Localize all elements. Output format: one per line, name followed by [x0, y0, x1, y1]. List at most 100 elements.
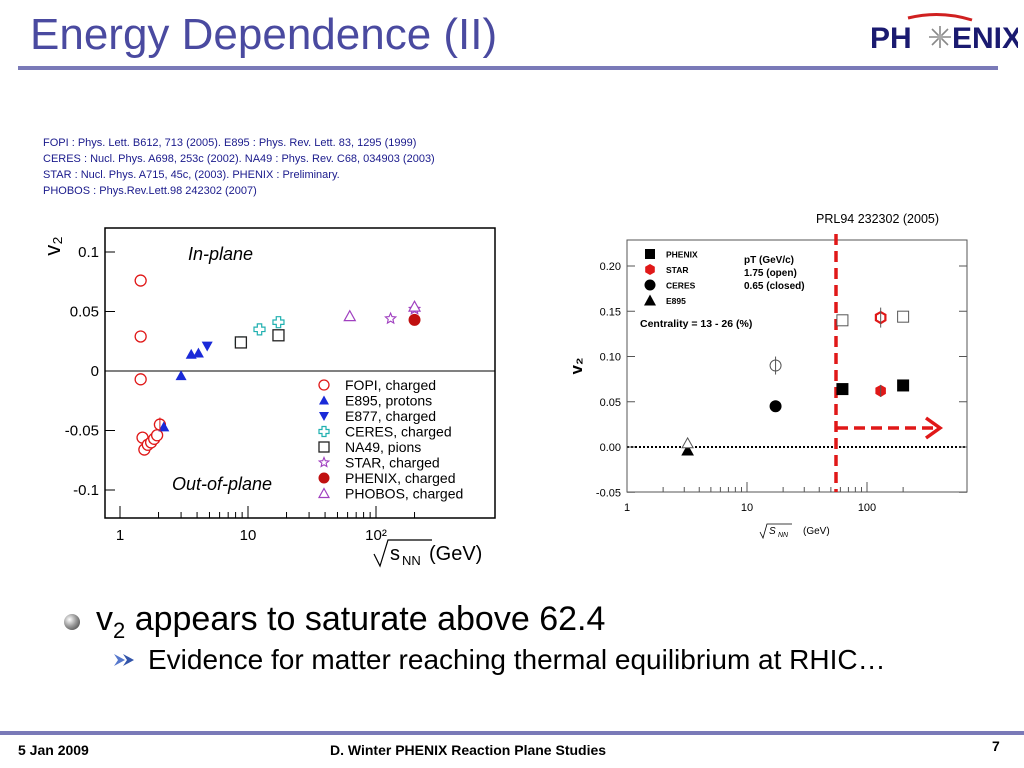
left-v2-energy-chart: 0.1 0.05 0 -0.05 -0.1 1 10 10² v₂ In-plane Out-…: [40, 227, 496, 568]
point-phenix-charged: [408, 313, 421, 326]
footer-date: 5 Jan 2009: [18, 742, 89, 758]
legend-label-star-charged: STAR, charged: [345, 455, 440, 471]
annotation-closed: 0.65 (closed): [744, 281, 805, 292]
x-axis-label: S NN (GeV): [759, 523, 830, 540]
legend-label-ceres: CERES: [666, 281, 696, 291]
point-ceres-closed: [769, 400, 782, 413]
y-tick-label: -0.05: [65, 423, 99, 440]
y-tick-label: 0.10: [600, 352, 621, 364]
point-star-charged: [384, 311, 398, 325]
x-tick-label: 100: [858, 502, 876, 514]
bullet-main: v2 appears to saturate above 62.4: [96, 600, 606, 643]
slide-title: Energy Dependence (II): [30, 10, 498, 59]
point-ceres-charged: [272, 316, 285, 329]
legend-label-fopi-charged: FOPI, charged: [345, 377, 436, 393]
right-v2-energy-chart: 0.20 0.15 0.10 0.05 0.00 -0.051 10 100 PHENIX ST…: [567, 234, 968, 540]
legend-marker-e895: [644, 294, 656, 306]
legend-marker-phenix-charged: [318, 472, 330, 484]
point-ceres-charged: [253, 323, 266, 336]
point-e895-protons: [158, 421, 170, 432]
bullet-sub: Evidence for matter reaching thermal equ…: [148, 644, 886, 675]
x-tick-label: 10: [240, 527, 257, 544]
point-e895-protons: [175, 370, 187, 381]
legend-label-ceres-charged: CERES, charged: [345, 424, 452, 440]
y-axis-label: v₂: [567, 357, 586, 374]
plot-frame: [626, 239, 968, 493]
bullet-sphere-icon: [64, 614, 80, 630]
legend-label-e877-charged: E877, charged: [345, 408, 436, 424]
svg-text:(GeV): (GeV): [429, 543, 482, 565]
y-tick-label: 0.15: [600, 306, 621, 318]
y-tick-label: 0.20: [600, 261, 621, 273]
legend-marker-e895-protons: [319, 395, 329, 405]
legend-marker-phenix: [645, 249, 655, 259]
legend-marker-e877-charged: [319, 412, 329, 421]
svg-text:NN: NN: [402, 553, 421, 568]
phenix-logo: PH ENIX: [870, 12, 1018, 55]
y-tick-label: 0.1: [78, 244, 99, 261]
reference-line: STAR : Nucl. Phys. A715, 45c, (2003). PH…: [43, 169, 340, 181]
point-fopi-charged: [134, 330, 147, 343]
legend-label-e895: E895: [666, 296, 686, 306]
svg-text:NN: NN: [778, 532, 789, 539]
footer-title: D. Winter PHENIX Reaction Plane Studies: [330, 742, 607, 758]
point-fopi-charged: [134, 274, 147, 287]
point-e877-charged: [201, 341, 213, 352]
legend-marker-ceres: [644, 279, 656, 291]
legend-marker-na49-pions: [318, 441, 330, 453]
red-dashed-arrow: [837, 416, 944, 440]
point-phenix-open: [836, 314, 849, 327]
x-tick-label: 1: [624, 502, 630, 514]
svg-text:s: s: [390, 543, 400, 565]
legend-marker-fopi-charged: [318, 379, 330, 391]
annotation-centrality: Centrality = 13 - 26 (%): [640, 318, 752, 330]
reference-line: FOPI : Phys. Lett. B612, 713 (2005). E89…: [43, 137, 417, 149]
legend-marker-ceres-charged: [318, 425, 330, 438]
point-phenix-open: [897, 310, 910, 323]
y-tick-label: 0: [91, 363, 99, 380]
legend-label-phenix-charged: PHENIX, charged: [345, 470, 456, 486]
annotation-open: 1.75 (open): [744, 268, 797, 279]
point-phenix-closed: [897, 379, 910, 392]
y-tick-label: 0.00: [600, 442, 621, 454]
legend-label-e895-protons: E895, protons: [345, 393, 432, 409]
svg-text:PH: PH: [870, 22, 912, 55]
y-tick-label: 0.05: [600, 397, 621, 409]
legend-marker-phobos-charged: [317, 487, 331, 499]
legend-label-star: STAR: [666, 265, 689, 275]
sub-bullet-arrow-icon: [114, 654, 134, 666]
page-number: 7: [992, 738, 1000, 754]
point-phobos-charged: [343, 309, 357, 322]
plot-frame: [104, 227, 496, 519]
point-phobos-charged: [408, 300, 422, 312]
references-block: FOPI : Phys. Lett. B612, 713 (2005). E89…: [43, 135, 435, 199]
point-phenix-closed: [836, 383, 849, 396]
annotation-out-of-plane: Out-of-plane: [172, 474, 272, 494]
point-fopi-charged: [134, 373, 147, 386]
y-tick-label: -0.1: [73, 482, 99, 499]
reference-line: PHOBOS : Phys.Rev.Lett.98 242302 (2007): [43, 185, 257, 197]
x-axis-label: s NN (GeV): [373, 539, 482, 568]
footer-rule: [0, 731, 1024, 735]
y-tick-label: -0.05: [596, 487, 621, 499]
point-na49-pions: [234, 336, 248, 349]
point-e895-protons: [192, 347, 204, 358]
legend-marker-star-charged: [317, 456, 331, 468]
header-rule: [18, 66, 998, 70]
svg-text:S: S: [769, 526, 776, 537]
y-tick-label: 0.05: [70, 304, 99, 321]
point-na49-pions: [272, 329, 285, 342]
svg-text:ENIX: ENIX: [952, 22, 1018, 55]
x-tick-label: 1: [116, 527, 124, 544]
legend-label-na49-pions: NA49, pions: [345, 439, 421, 455]
legend-marker-star: [645, 264, 655, 275]
annotation-pt: pT (GeV/c): [744, 255, 794, 266]
reference-line: CERES : Nucl. Phys. A698, 253c (2002). N…: [43, 153, 435, 165]
point-e895-open: [681, 436, 694, 449]
x-tick-label: 10²: [365, 527, 387, 544]
y-axis-label: v₂: [40, 236, 65, 256]
legend-label-phenix: PHENIX: [666, 250, 698, 260]
annotation-in-plane: In-plane: [188, 244, 253, 264]
svg-text:(GeV): (GeV): [803, 526, 830, 537]
prl-reference-label: PRL94 232302 (2005): [816, 212, 940, 226]
